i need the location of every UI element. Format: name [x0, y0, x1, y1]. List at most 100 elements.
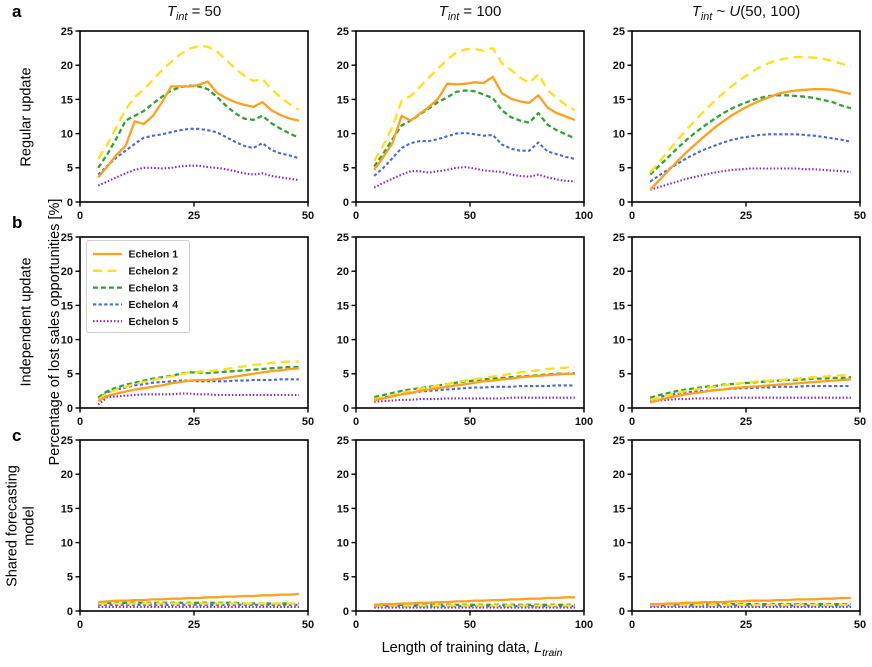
- y-tick-label: 5: [343, 369, 349, 381]
- x-tick-label: 50: [464, 416, 476, 428]
- x-tick-label: 100: [575, 416, 593, 428]
- y-tick-label: 15: [337, 94, 349, 106]
- y-tick-label: 5: [67, 369, 73, 381]
- y-tick-label: 10: [337, 538, 349, 550]
- series-echelon-3-line: [649, 376, 851, 399]
- y-tick-label: 10: [337, 129, 349, 141]
- series-echelon-2-line: [373, 365, 575, 401]
- x-tick-label: 0: [77, 210, 83, 222]
- y-tick-label: 0: [67, 606, 73, 618]
- y-tick-label: 20: [613, 469, 625, 481]
- plot-frame: [355, 30, 585, 203]
- y-tick-label: 0: [343, 606, 349, 618]
- col-title-tint-50: Tint = 50: [166, 3, 222, 23]
- x-tick-label: 50: [854, 416, 866, 428]
- y-tick-label: 25: [613, 232, 625, 244]
- series-echelon-4-line: [649, 133, 852, 183]
- x-tick-label: 0: [77, 416, 83, 428]
- y-tick-label: 10: [613, 538, 625, 550]
- panel-label-b: b: [12, 213, 23, 232]
- x-tick-label: 25: [740, 416, 752, 428]
- y-tick-label: 20: [337, 60, 349, 72]
- y-tick-label: 10: [61, 538, 73, 550]
- legend-label: Echelon 3: [129, 282, 179, 294]
- y-tick-label: 15: [337, 300, 349, 312]
- y-tick-label: 5: [343, 572, 349, 584]
- panel-a1-chart: 0 5 10 15 20 25 0 25 50: [61, 26, 314, 222]
- series-echelon-1-line: [374, 596, 575, 606]
- series-echelon-5-line: [649, 167, 851, 191]
- row-label-regular-update: Regular update: [18, 67, 35, 167]
- y-tick-label: 25: [61, 232, 73, 244]
- y-tick-label: 0: [343, 197, 349, 209]
- y-tick-label: 5: [619, 163, 625, 175]
- x-tick-label: 0: [629, 416, 635, 428]
- series-echelon-1-line: [649, 87, 852, 191]
- y-tick-label: 25: [61, 26, 73, 38]
- x-tick-label: 100: [575, 619, 593, 631]
- plot-frame: [631, 439, 861, 612]
- x-tick-label: 0: [629, 619, 635, 631]
- plot-frame: [631, 30, 861, 203]
- series-echelon-2-line: [649, 55, 852, 174]
- series-echelon-2-line: [97, 44, 300, 160]
- y-tick-label: 15: [613, 503, 625, 515]
- y-tick-label: 25: [337, 26, 349, 38]
- x-tick-label: 0: [353, 416, 359, 428]
- series-echelon-3-line: [649, 94, 852, 176]
- col-title-tint-uniform: Tint ~ U(50, 100): [691, 3, 801, 23]
- x-tick-label: 25: [188, 416, 200, 428]
- y-tick-label: 10: [613, 335, 625, 347]
- panel-b2-chart: 0 5 10 15 20 25 0 50 100: [337, 232, 593, 428]
- y-tick-label: 20: [61, 469, 73, 481]
- y-tick-label: 25: [61, 435, 73, 447]
- y-tick-label: 0: [67, 403, 73, 415]
- x-tick-label: 50: [302, 619, 314, 631]
- y-tick-label: 15: [61, 94, 73, 106]
- x-tick-label: 100: [575, 210, 593, 222]
- y-tick-label: 20: [613, 60, 625, 72]
- panel-c1-chart: 0 5 10 15 20 25 0 25 50: [61, 435, 314, 631]
- y-tick-label: 20: [337, 266, 349, 278]
- series-echelon-1-line: [649, 378, 851, 404]
- legend-label: Echelon 1: [129, 249, 179, 261]
- x-tick-label: 50: [854, 210, 866, 222]
- panel-label-c: c: [12, 426, 22, 445]
- series-echelon-2-line: [97, 360, 299, 401]
- x-tick-label: 25: [188, 210, 200, 222]
- y-tick-label: 20: [613, 266, 625, 278]
- series-echelon-2-line: [649, 372, 852, 401]
- y-tick-label: 0: [343, 403, 349, 415]
- y-tick-label: 25: [337, 435, 349, 447]
- row-label-independent-update: Independent update: [18, 257, 35, 387]
- y-tick-label: 5: [67, 572, 73, 584]
- x-axis-label: Length of training data, Ltrain: [381, 640, 563, 659]
- panel-a2-chart: 0 5 10 15 20 25 0 50 100: [337, 26, 593, 222]
- y-tick-label: 25: [613, 435, 625, 447]
- y-tick-label: 15: [61, 300, 73, 312]
- x-tick-label: 50: [464, 619, 476, 631]
- y-tick-label: 5: [343, 163, 349, 175]
- x-tick-label: 0: [353, 619, 359, 631]
- plot-frame: [355, 439, 585, 612]
- y-tick-label: 15: [337, 503, 349, 515]
- x-tick-label: 50: [854, 619, 866, 631]
- series-echelon-1-line: [373, 372, 575, 402]
- series-echelon-5-line: [374, 396, 575, 403]
- y-tick-label: 15: [613, 94, 625, 106]
- series-echelon-5-line: [97, 164, 300, 187]
- y-tick-label: 10: [613, 129, 625, 141]
- series-echelon-4-line: [373, 131, 576, 177]
- x-tick-label: 50: [464, 210, 476, 222]
- series-echelon-2-line: [373, 46, 576, 162]
- series-echelon-1-line: [373, 75, 576, 171]
- panel-c2-chart: 0 5 10 15 20 25 0 50 100: [337, 435, 593, 631]
- y-tick-label: 15: [613, 300, 625, 312]
- legend-label: Echelon 4: [129, 299, 179, 311]
- series-echelon-5-line: [650, 396, 851, 403]
- panel-c3-chart: 0 5 10 15 20 25 0 25 50: [613, 435, 866, 631]
- panel-a3-chart: 0 5 10 15 20 25 0 25 50: [613, 26, 866, 222]
- panel-label-a: a: [12, 2, 22, 21]
- x-tick-label: 0: [629, 210, 635, 222]
- y-tick-label: 5: [67, 163, 73, 175]
